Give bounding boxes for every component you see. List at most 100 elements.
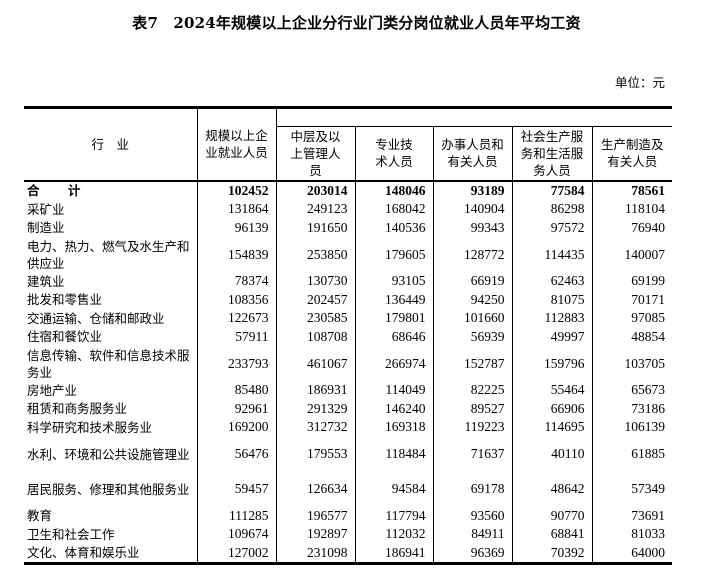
industry-name: 建筑业: [27, 273, 65, 289]
industry-name: 租赁和商务服务业: [27, 401, 128, 417]
industry-name: 卫生和社会工作: [27, 526, 115, 542]
header-production-workers: 生产制造及有关人员: [591, 126, 673, 182]
industry-name: 文化、体育和娱乐业: [27, 545, 140, 561]
wage-value: 253850: [275, 237, 355, 272]
header-professionals: 专业技术人员: [354, 126, 433, 182]
wage-value: 56939: [432, 327, 512, 346]
table-row: 文化、体育和娱乐业 127002 231098 186941 96369 70392 640…: [24, 543, 673, 564]
wage-value: 101660: [432, 309, 512, 328]
wage-value: 108708: [275, 327, 355, 346]
wage-value: 57911: [196, 327, 276, 346]
wage-value: 97085: [591, 309, 673, 328]
wage-value: 202457: [275, 290, 355, 309]
table-row: 租赁和商务服务业 92961 291329 146240 89527 66906 73186: [24, 399, 673, 418]
wage-value: 92961: [196, 399, 276, 418]
industry-name: 合 计: [27, 183, 93, 199]
wage-value: 93189: [432, 180, 512, 200]
table-row: 建筑业 78374 130730 93105 66919 62463 69199: [24, 272, 673, 291]
table-row: 卫生和社会工作 109674 192897 112032 84911 68841 81033: [24, 525, 673, 544]
wage-value: 140904: [432, 200, 512, 219]
industry-name: 住宿和餐饮业: [27, 329, 103, 345]
wage-value: 291329: [275, 399, 355, 418]
wage-value: 81033: [591, 525, 673, 544]
wage-value: 68646: [354, 327, 433, 346]
wage-value: 114435: [511, 237, 592, 272]
wage-value: 76940: [591, 218, 673, 237]
wage-value: 186941: [354, 543, 433, 564]
wage-value: 179553: [275, 436, 355, 472]
table-row: 水利、环境和公共设施管理业 56476 179553 118484 71637 40110…: [24, 436, 673, 472]
wage-value: 66919: [432, 272, 512, 291]
table-row: 制造业 96139 191650 140536 99343 97572 76940: [24, 218, 673, 237]
header-all-employees: 规模以上企业就业人员: [196, 107, 276, 182]
wage-value: 109674: [196, 525, 276, 544]
wage-value: 85480: [196, 381, 276, 400]
wage-value: 249123: [275, 200, 355, 219]
wage-value: 59457: [196, 471, 276, 507]
table-row: 信息传输、软件和信息技术服务业 233793 461067 266974 152787 1…: [24, 346, 673, 381]
wage-value: 84911: [432, 525, 512, 544]
header-industry: 行 业: [24, 107, 197, 182]
wage-value: 203014: [275, 180, 355, 200]
table-row: 居民服务、修理和其他服务业 59457 126634 94584 69178 48642 5…: [24, 471, 673, 507]
wage-value: 122673: [196, 309, 276, 328]
wage-value: 196577: [275, 506, 355, 525]
wage-value: 93560: [432, 506, 512, 525]
wage-value: 131864: [196, 200, 276, 219]
wage-value: 73691: [591, 506, 673, 525]
wage-value: 152787: [432, 346, 512, 381]
wage-value: 55464: [511, 381, 592, 400]
wage-value: 96369: [432, 543, 512, 564]
wage-value: 56476: [196, 436, 276, 472]
wage-value: 266974: [354, 346, 433, 381]
wage-value: 71637: [432, 436, 512, 472]
industry-name: 居民服务、修理和其他服务业: [27, 481, 190, 497]
wage-value: 94584: [354, 471, 433, 507]
wage-value: 70392: [511, 543, 592, 564]
header-spacer: [275, 107, 673, 127]
wage-value: 312732: [275, 418, 355, 437]
wage-value: 130730: [275, 272, 355, 291]
table-row: 教育 111285 196577 117794 93560 90770 73691: [24, 506, 673, 525]
wage-value: 66906: [511, 399, 592, 418]
wage-value: 106139: [591, 418, 673, 437]
wage-value: 191650: [275, 218, 355, 237]
wage-value: 119223: [432, 418, 512, 437]
table-row: 科学研究和技术服务业 169200 312732 169318 119223 114695…: [24, 418, 673, 437]
wage-value: 127002: [196, 543, 276, 564]
unit-label: 单位：元: [614, 75, 665, 90]
wage-value: 82225: [432, 381, 512, 400]
wage-value: 114695: [511, 418, 592, 437]
header-service-workers: 社会生产服务和生活服务人员: [511, 126, 592, 182]
header-clerks: 办事人员和有关人员: [432, 126, 512, 182]
wage-value: 103705: [591, 346, 673, 381]
wage-value: 112032: [354, 525, 433, 544]
wage-value: 57349: [591, 471, 673, 507]
wage-value: 112883: [511, 309, 592, 328]
wage-value: 62463: [511, 272, 592, 291]
industry-name: 采矿业: [27, 201, 65, 217]
wage-table: 行 业 规模以上企业就业人员 中层及以上管理人员 专业技术人员 办事人员和有关人…: [24, 106, 673, 565]
wage-value: 230585: [275, 309, 355, 328]
wage-value: 114049: [354, 381, 433, 400]
industry-name: 批发和零售业: [27, 292, 103, 308]
table-row: 住宿和餐饮业 57911 108708 68646 56939 49997 48854: [24, 327, 673, 346]
total-row: 合 计 102452 203014 148046 93189 77584 78561: [24, 180, 673, 200]
wage-value: 69178: [432, 471, 512, 507]
wage-value: 179801: [354, 309, 433, 328]
wage-value: 128772: [432, 237, 512, 272]
wage-value: 78374: [196, 272, 276, 291]
wage-value: 68841: [511, 525, 592, 544]
wage-value: 97572: [511, 218, 592, 237]
wage-value: 61885: [591, 436, 673, 472]
industry-name: 制造业: [27, 220, 65, 236]
wage-value: 49997: [511, 327, 592, 346]
table-row: 交通运输、仓储和邮政业 122673 230585 179801 101660 11288…: [24, 309, 673, 328]
wage-value: 93105: [354, 272, 433, 291]
wage-value: 102452: [196, 180, 276, 200]
wage-value: 169318: [354, 418, 433, 437]
wage-value: 99343: [432, 218, 512, 237]
wage-value: 77584: [511, 180, 592, 200]
wage-value: 48854: [591, 327, 673, 346]
wage-value: 179605: [354, 237, 433, 272]
